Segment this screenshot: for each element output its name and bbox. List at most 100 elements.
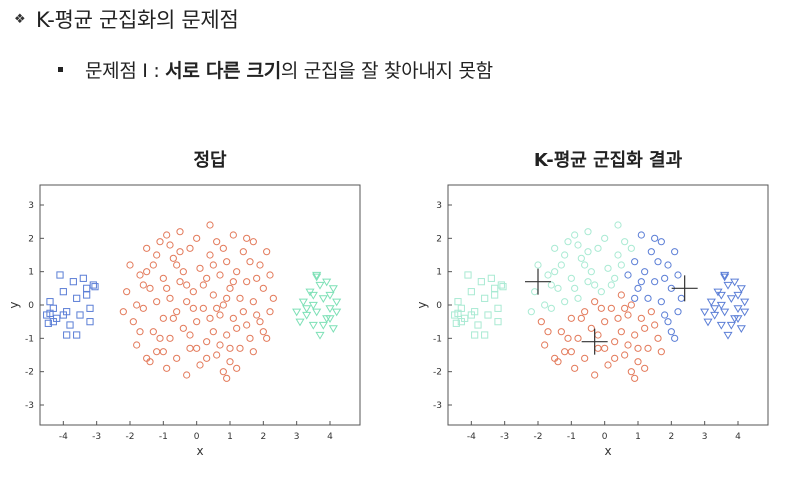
scatter-plot-left: -4 -3 -2 -1 0 1 2 3 4 -3 -2 -1 0 1 2 3 x y (7, 184, 361, 458)
square-bullet-icon (58, 66, 63, 72)
x-tick-label: 1 (227, 432, 233, 442)
square-point (477, 278, 485, 286)
circle-point (621, 351, 629, 359)
circle-point (206, 251, 214, 259)
circle-point (601, 318, 609, 326)
circle-point (173, 261, 181, 269)
circle-point (176, 228, 184, 236)
circle-point (153, 348, 161, 356)
triangle-point (720, 273, 730, 282)
circle-point (196, 361, 204, 369)
circle-point (209, 291, 217, 299)
circle-point (627, 368, 635, 376)
circle-point (604, 361, 612, 369)
circle-point (571, 364, 579, 372)
circle-point (213, 238, 221, 246)
circle-point (186, 244, 194, 252)
square-point (44, 319, 52, 327)
circle-point (223, 331, 231, 339)
circle-point (169, 314, 177, 322)
square-point (497, 281, 505, 289)
diamond-bullet-icon: ❖ (14, 11, 26, 27)
square-point (464, 271, 472, 279)
circle-point (209, 328, 217, 336)
circle-point (607, 281, 615, 289)
circle-point (641, 268, 649, 276)
circle-point (624, 341, 632, 349)
x-axis-label: x (604, 444, 611, 458)
circle-point (203, 274, 211, 282)
circle-point (203, 354, 211, 362)
square-point (63, 331, 71, 339)
circle-point (587, 324, 595, 332)
circle-point (166, 294, 174, 302)
circle-point (123, 288, 131, 296)
triangle-point (720, 308, 730, 317)
circle-point (263, 334, 271, 342)
circle-point (547, 304, 555, 312)
triangle-point (325, 305, 335, 314)
circle-point (614, 251, 622, 259)
circle-point (654, 258, 662, 266)
circle-point (166, 241, 174, 249)
circle-point (133, 301, 141, 309)
triangle-point (740, 308, 750, 317)
y-tick-label: 0 (28, 301, 34, 311)
circle-point (557, 261, 565, 269)
circle-point (617, 261, 625, 269)
circle-point (129, 318, 137, 326)
circle-point (156, 238, 164, 246)
circle-point (634, 284, 642, 292)
circle-point (266, 271, 274, 279)
circle-point (567, 314, 575, 322)
sub-bullet-mid: 의 군집을 잘 (280, 59, 385, 82)
circle-point (176, 248, 184, 256)
circle-point (236, 294, 244, 302)
y-tick-label: -3 (433, 401, 442, 411)
square-point (86, 304, 94, 312)
circle-point (621, 304, 629, 312)
triangle-point (716, 321, 726, 330)
square-point (491, 284, 499, 292)
circle-point (139, 304, 147, 312)
square-point (454, 298, 462, 306)
circle-point (216, 271, 224, 279)
y-tick-label: -1 (25, 334, 34, 344)
circle-point (557, 328, 565, 336)
y-tick-label: 2 (28, 234, 34, 244)
x-tick-label: 3 (294, 432, 300, 442)
circle-point (634, 358, 642, 366)
circle-point (627, 244, 635, 252)
y-tick-label: -2 (25, 368, 34, 378)
circle-point (183, 281, 191, 289)
square-point (69, 278, 77, 286)
triangle-point (322, 278, 332, 287)
circle-point (561, 298, 569, 306)
circle-point (591, 281, 599, 289)
circle-point (671, 334, 679, 342)
circle-point (654, 334, 662, 342)
circle-point (206, 221, 214, 229)
circle-point (159, 314, 167, 322)
square-point (76, 311, 84, 319)
square-point (59, 288, 67, 296)
circle-point (637, 231, 645, 239)
circle-point (143, 268, 151, 276)
circle-point (153, 298, 161, 306)
circle-point (594, 331, 602, 339)
circle-point (534, 261, 542, 269)
circle-point (604, 264, 612, 272)
circle-point (661, 311, 669, 319)
circle-point (664, 318, 672, 326)
circle-point (219, 244, 227, 252)
circle-point (574, 294, 582, 302)
triangle-point (733, 315, 743, 324)
y-tick-label: -3 (25, 401, 34, 411)
circle-point (166, 334, 174, 342)
circle-point (246, 258, 254, 266)
circle-point (263, 248, 271, 256)
square-point (83, 284, 91, 292)
square-point (494, 318, 502, 326)
x-tick-label: -2 (534, 432, 543, 442)
circle-point (581, 308, 589, 316)
